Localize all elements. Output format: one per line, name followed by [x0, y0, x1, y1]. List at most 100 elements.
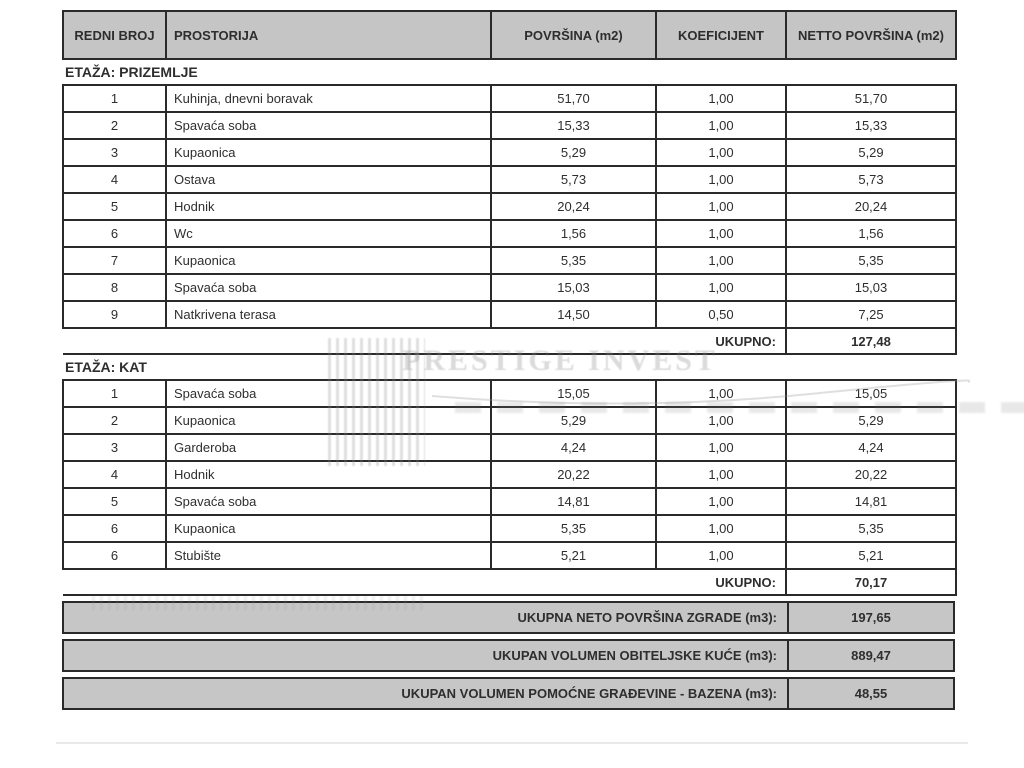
total-value: 127,48: [785, 327, 957, 355]
cell-room: Garderoba: [165, 433, 492, 462]
cell-area: 5,73: [490, 165, 657, 194]
section-total-row: UKUPNO: 127,48: [63, 327, 957, 355]
table-row: 5 Hodnik 20,24 1,00 20,24: [62, 192, 957, 221]
summary-row-net-area: UKUPNA NETO POVRŠINA ZGRADE (m3): 197,65: [62, 601, 955, 634]
cell-num: 6: [62, 219, 167, 248]
table-header-row: REDNI BROJ PROSTORIJA POVRŠINA (m2) KOEF…: [62, 10, 957, 60]
table-row: 4 Ostava 5,73 1,00 5,73: [62, 165, 957, 194]
section-band-prizemlje: ETAŽA: PRIZEMLJE: [63, 58, 956, 86]
cell-net: 20,24: [785, 192, 957, 221]
table-row: 6 Stubište 5,21 1,00 5,21: [62, 541, 957, 570]
cell-num: 1: [62, 379, 167, 408]
table-row: 1 Spavaća soba 15,05 1,00 15,05: [62, 379, 957, 408]
col-header-netto-povrsina: NETTO POVRŠINA (m2): [785, 10, 957, 60]
area-table: REDNI BROJ PROSTORIJA POVRŠINA (m2) KOEF…: [62, 10, 957, 596]
col-header-povrsina: POVRŠINA (m2): [490, 10, 657, 60]
cell-room: Wc: [165, 219, 492, 248]
cell-area: 5,35: [490, 246, 657, 275]
table-row: 9 Natkrivena terasa 14,50 0,50 7,25: [62, 300, 957, 329]
cell-coef: 1,00: [655, 84, 787, 113]
cell-num: 3: [62, 138, 167, 167]
cell-coef: 1,00: [655, 433, 787, 462]
cell-net: 20,22: [785, 460, 957, 489]
cell-net: 5,29: [785, 406, 957, 435]
cell-num: 9: [62, 300, 167, 329]
col-header-redni-broj: REDNI BROJ: [62, 10, 167, 60]
cell-room: Ostava: [165, 165, 492, 194]
summary-value: 889,47: [787, 641, 953, 670]
table-row: 6 Kupaonica 5,35 1,00 5,35: [62, 514, 957, 543]
table-row: 1 Kuhinja, dnevni boravak 51,70 1,00 51,…: [62, 84, 957, 113]
cell-net: 5,29: [785, 138, 957, 167]
table-row: 5 Spavaća soba 14,81 1,00 14,81: [62, 487, 957, 516]
area-statement: REDNI BROJ PROSTORIJA POVRŠINA (m2) KOEF…: [62, 10, 957, 710]
cell-num: 6: [62, 514, 167, 543]
cell-room: Kupaonica: [165, 406, 492, 435]
summary-label: UKUPAN VOLUMEN POMOĆNE GRAĐEVINE - BAZEN…: [401, 686, 777, 701]
cell-net: 15,33: [785, 111, 957, 140]
table-row: 3 Garderoba 4,24 1,00 4,24: [62, 433, 957, 462]
cell-coef: 1,00: [655, 487, 787, 516]
cell-coef: 1,00: [655, 541, 787, 570]
cell-coef: 1,00: [655, 165, 787, 194]
cell-room: Spavaća soba: [165, 487, 492, 516]
cell-room: Kupaonica: [165, 514, 492, 543]
summary-value: 197,65: [787, 603, 953, 632]
table-row: 2 Kupaonica 5,29 1,00 5,29: [62, 406, 957, 435]
cell-area: 14,50: [490, 300, 657, 329]
cell-net: 15,05: [785, 379, 957, 408]
table-row: 2 Spavaća soba 15,33 1,00 15,33: [62, 111, 957, 140]
cell-room: Spavaća soba: [165, 273, 492, 302]
page-edge-line: [56, 742, 968, 744]
cell-num: 4: [62, 165, 167, 194]
cell-net: 5,35: [785, 246, 957, 275]
cell-room: Natkrivena terasa: [165, 300, 492, 329]
cell-area: 1,56: [490, 219, 657, 248]
cell-num: 6: [62, 541, 167, 570]
cell-num: 2: [62, 406, 167, 435]
table-row: 7 Kupaonica 5,35 1,00 5,35: [62, 246, 957, 275]
cell-coef: 1,00: [655, 219, 787, 248]
cell-net: 15,03: [785, 273, 957, 302]
cell-area: 15,03: [490, 273, 657, 302]
cell-room: Stubište: [165, 541, 492, 570]
cell-area: 20,22: [490, 460, 657, 489]
cell-net: 4,24: [785, 433, 957, 462]
cell-room: Hodnik: [165, 192, 492, 221]
cell-coef: 1,00: [655, 138, 787, 167]
cell-room: Spavaća soba: [165, 111, 492, 140]
cell-net: 5,73: [785, 165, 957, 194]
section-title: ETAŽA: PRIZEMLJE: [63, 58, 956, 86]
summary-value: 48,55: [787, 679, 953, 708]
cell-coef: 1,00: [655, 514, 787, 543]
cell-net: 14,81: [785, 487, 957, 516]
cell-room: Kupaonica: [165, 246, 492, 275]
cell-num: 5: [62, 487, 167, 516]
cell-area: 20,24: [490, 192, 657, 221]
cell-net: 1,56: [785, 219, 957, 248]
summary-label: UKUPNA NETO POVRŠINA ZGRADE (m3):: [517, 610, 777, 625]
cell-area: 51,70: [490, 84, 657, 113]
cell-coef: 1,00: [655, 379, 787, 408]
total-label: UKUPNO:: [63, 327, 786, 355]
cell-room: Spavaća soba: [165, 379, 492, 408]
cell-net: 7,25: [785, 300, 957, 329]
cell-area: 5,29: [490, 406, 657, 435]
cell-net: 51,70: [785, 84, 957, 113]
cell-coef: 1,00: [655, 246, 787, 275]
cell-coef: 1,00: [655, 460, 787, 489]
cell-num: 1: [62, 84, 167, 113]
col-header-prostorija: PROSTORIJA: [165, 10, 492, 60]
col-header-koeficijent: KOEFICIJENT: [655, 10, 787, 60]
cell-coef: 0,50: [655, 300, 787, 329]
cell-num: 5: [62, 192, 167, 221]
cell-area: 15,33: [490, 111, 657, 140]
cell-net: 5,21: [785, 541, 957, 570]
cell-net: 5,35: [785, 514, 957, 543]
cell-area: 5,21: [490, 541, 657, 570]
cell-area: 5,29: [490, 138, 657, 167]
table-row: 3 Kupaonica 5,29 1,00 5,29: [62, 138, 957, 167]
cell-coef: 1,00: [655, 273, 787, 302]
table-row: 4 Hodnik 20,22 1,00 20,22: [62, 460, 957, 489]
